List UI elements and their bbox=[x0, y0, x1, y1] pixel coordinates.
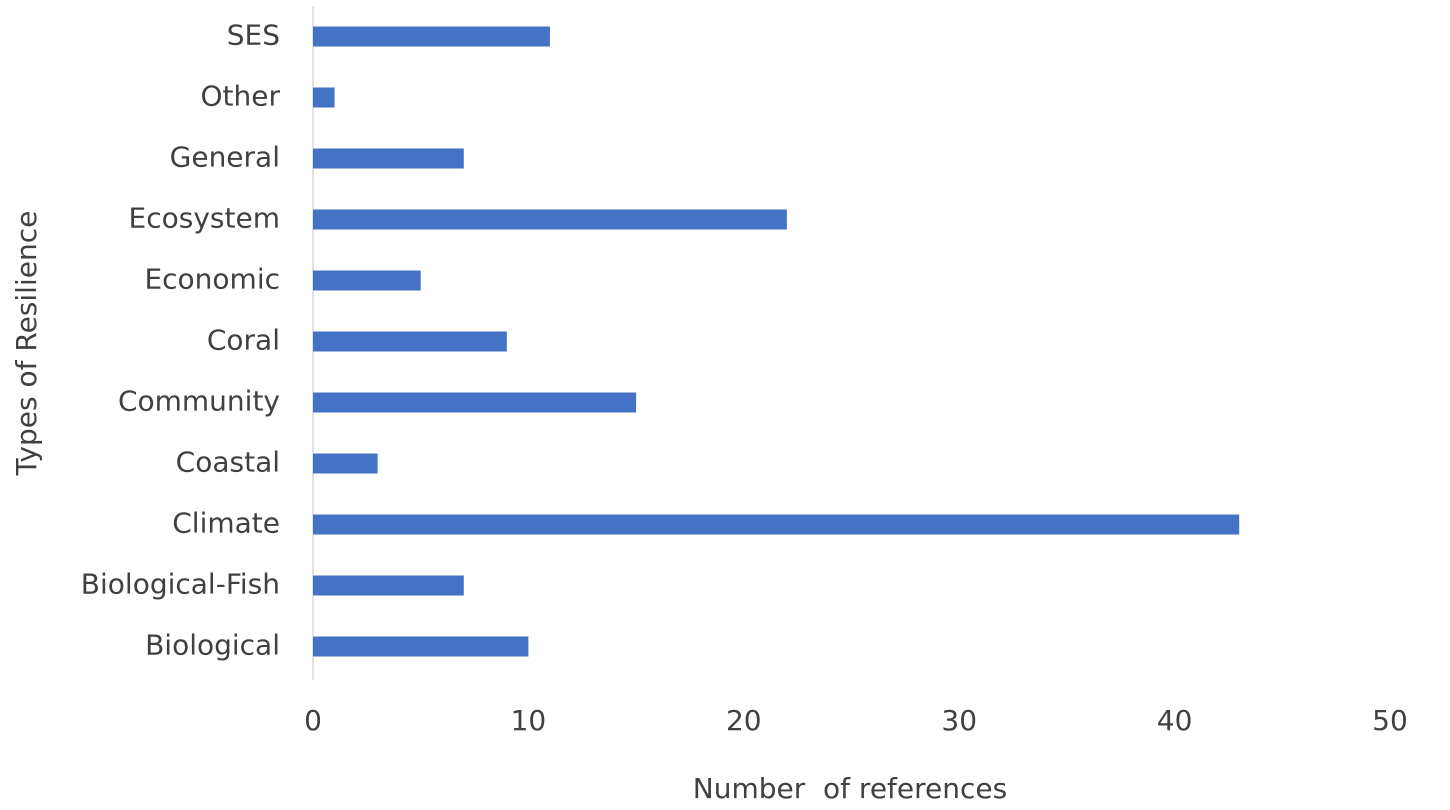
y-tick-label: Economic bbox=[144, 263, 280, 296]
y-tick-label: Other bbox=[200, 80, 280, 113]
y-tick-label: SES bbox=[227, 19, 280, 52]
x-tick-label: 20 bbox=[726, 704, 762, 737]
y-tick-label: Coral bbox=[207, 324, 280, 357]
bar bbox=[313, 575, 464, 596]
y-tick-label: Ecosystem bbox=[129, 202, 280, 235]
x-tick-label: 10 bbox=[511, 704, 547, 737]
bar bbox=[313, 331, 507, 352]
y-axis-label: Types of Resilience bbox=[10, 211, 43, 477]
y-tick-label: Coastal bbox=[176, 446, 280, 479]
bar bbox=[313, 209, 787, 230]
bar bbox=[313, 270, 421, 291]
y-tick-label: Biological-Fish bbox=[81, 568, 280, 601]
y-tick-label: Community bbox=[118, 385, 280, 418]
x-tick-label: 0 bbox=[304, 704, 322, 737]
bar bbox=[313, 148, 464, 169]
x-tick-label: 30 bbox=[941, 704, 977, 737]
x-axis-label: Number of references bbox=[693, 772, 1007, 805]
y-tick-label: General bbox=[170, 141, 280, 174]
x-tick-label: 50 bbox=[1372, 704, 1408, 737]
bar bbox=[313, 392, 637, 413]
bar bbox=[313, 453, 378, 474]
bar bbox=[313, 514, 1240, 535]
bar bbox=[313, 636, 529, 657]
bar bbox=[313, 87, 335, 108]
x-tick-label: 40 bbox=[1157, 704, 1193, 737]
y-tick-label: Climate bbox=[172, 507, 280, 540]
bar bbox=[313, 26, 550, 47]
y-tick-label: Biological bbox=[145, 629, 280, 662]
